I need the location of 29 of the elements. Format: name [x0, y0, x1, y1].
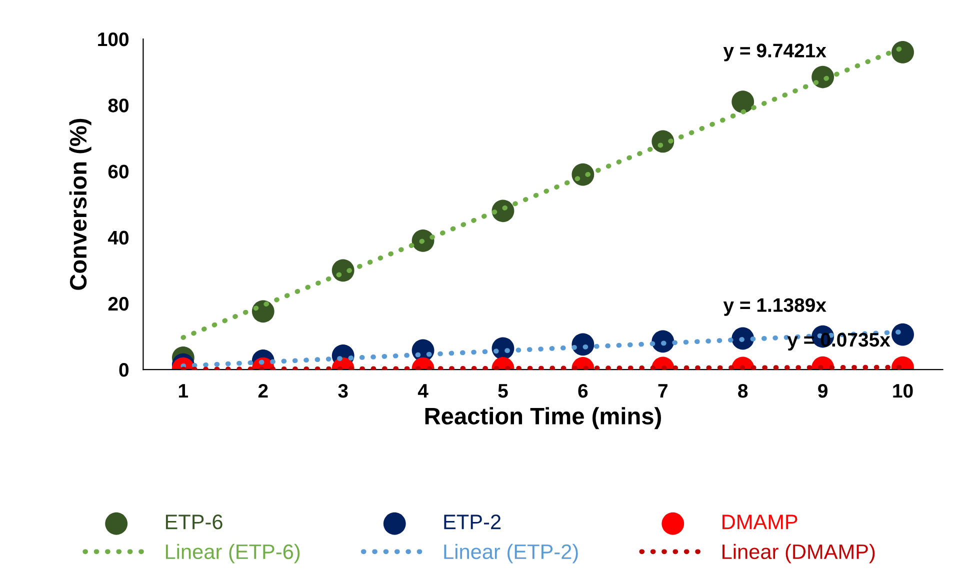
y-tick-label: 60: [108, 164, 129, 178]
y-tick-label: 100: [98, 32, 129, 46]
legend-label: Linear (DMAMP): [722, 544, 875, 564]
x-tick-label: 7: [658, 384, 668, 398]
legend-label: DMAMP: [722, 514, 798, 530]
x-tick-label: 3: [338, 384, 348, 398]
y-tick-label: 40: [108, 230, 129, 245]
legend-label: ETP-2: [444, 514, 501, 530]
annotation: y = 9.7421x: [723, 44, 826, 62]
legend-label: Linear (ETP-2): [444, 544, 578, 564]
x-tick-label: 2: [258, 384, 268, 398]
point: [732, 90, 754, 113]
x-tick-label: 1: [178, 384, 188, 398]
y-tick-label: 0: [119, 363, 129, 377]
y-tick-label: 80: [108, 98, 129, 112]
legend-label: ETP-6: [166, 514, 222, 530]
x-tick-label: 10: [893, 384, 913, 398]
x-tick-label: 9: [818, 384, 828, 398]
x-tick-label: 8: [738, 384, 748, 398]
point: [892, 323, 914, 346]
annotation: y = 1.1389x: [723, 298, 826, 316]
y-axis-title: Conversion (%): [69, 118, 92, 290]
x-tick-label: 6: [578, 384, 588, 398]
x-tick-label: 5: [498, 384, 508, 398]
x-axis-title: Reaction Time (mins): [425, 407, 661, 430]
y-tick-label: 20: [108, 296, 129, 311]
x-tick-label: 4: [418, 384, 428, 398]
legend-label: Linear (ETP-6): [166, 544, 300, 564]
point: [892, 41, 914, 64]
